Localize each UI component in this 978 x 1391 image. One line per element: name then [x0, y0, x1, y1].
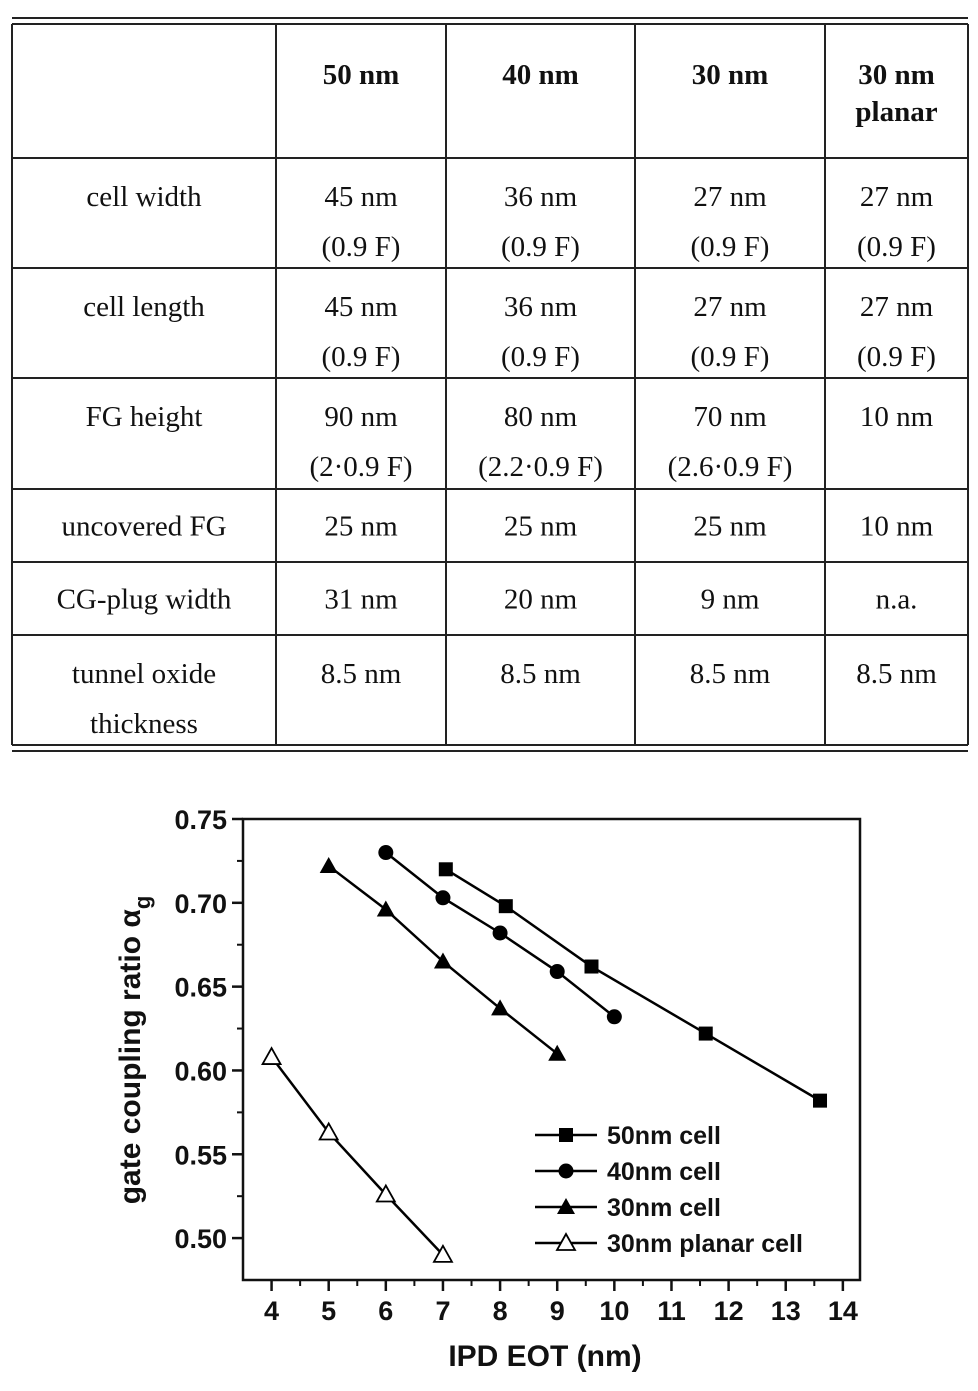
table-cell: cell width [86, 181, 202, 213]
marker [491, 999, 510, 1016]
table-cell: (2.6·0.9 F) [668, 451, 793, 483]
table-cell: 36 nm [504, 181, 578, 213]
table-cell: (2.2·0.9 F) [478, 451, 603, 483]
marker [438, 862, 453, 877]
x-tick-label: 10 [599, 1296, 629, 1326]
marker [375, 1183, 397, 1203]
x-axis-label: IPD EOT (nm) [448, 1340, 641, 1373]
table-cell: (0.9 F) [322, 231, 401, 263]
x-tick-label: 7 [435, 1296, 450, 1326]
marker [698, 1026, 713, 1041]
header-cell: 40 nm [502, 59, 579, 91]
y-tick-label: 0.75 [174, 805, 227, 835]
marker [559, 1128, 573, 1142]
y-tick-label: 0.60 [174, 1056, 227, 1086]
table-cell: 25 nm [324, 511, 398, 543]
header-cell: 50 nm [323, 59, 400, 91]
table-cell: 45 nm [324, 181, 398, 213]
legend-label: 50nm cell [607, 1122, 721, 1150]
table-cell: (0.9 F) [857, 341, 936, 373]
series-line [270, 1056, 444, 1256]
x-tick-label: 5 [321, 1296, 336, 1326]
table-cell: (0.9 F) [501, 231, 580, 263]
x-tick-label: 9 [550, 1296, 565, 1326]
marker [813, 1093, 828, 1108]
legend-label: 30nm planar cell [607, 1230, 803, 1258]
marker [548, 1044, 567, 1061]
table-cell: tunnel oxide [72, 658, 216, 690]
y-axis-label: gate coupling ratio αg [114, 896, 155, 1205]
marker [435, 890, 451, 906]
table-cell: 90 nm [324, 401, 398, 433]
table-cell: 31 nm [324, 584, 398, 616]
table-cell: 36 nm [504, 291, 578, 323]
table-cell: cell length [83, 291, 205, 323]
table-cell: FG height [86, 401, 203, 433]
x-tick-label: 13 [771, 1296, 801, 1326]
table-cell: 10 nm [860, 511, 934, 543]
y-tick-label: 0.55 [174, 1140, 227, 1170]
marker [319, 856, 338, 873]
table-cell: 10 nm [860, 401, 934, 433]
header-cell: planar [855, 96, 937, 128]
y-tick-label: 0.70 [174, 889, 227, 919]
table-cell: 20 nm [504, 584, 578, 616]
legend-label: 30nm cell [607, 1194, 721, 1222]
marker [261, 1046, 283, 1065]
table-cell: 25 nm [693, 511, 767, 543]
header-cell: 30 nm [692, 59, 769, 91]
x-tick-label: 11 [657, 1296, 686, 1326]
table-cell: uncovered FG [61, 511, 226, 543]
table-cell: 8.5 nm [856, 658, 937, 690]
x-tick-label: 4 [264, 1296, 279, 1326]
marker [606, 1009, 622, 1025]
x-tick-label: 6 [378, 1296, 393, 1326]
table-cell: 8.5 nm [500, 658, 581, 690]
marker [549, 964, 565, 980]
marker [584, 959, 599, 974]
table-cell: 8.5 nm [321, 658, 402, 690]
table-cell: 27 nm [693, 291, 767, 323]
y-tick-label: 0.50 [174, 1224, 227, 1254]
table-cell: CG-plug width [57, 584, 232, 616]
y-label-main: gate coupling ratio α [114, 909, 147, 1205]
marker [378, 845, 394, 861]
header-cell: 30 nm [858, 59, 935, 91]
y-label-sub: g [130, 896, 155, 909]
table-cell: 27 nm [860, 181, 934, 213]
marker [376, 900, 395, 917]
table-cell: (0.9 F) [691, 231, 770, 263]
table-cell: 80 nm [504, 401, 578, 433]
table-cell: (2·0.9 F) [309, 451, 412, 483]
table-cell: 27 nm [693, 181, 767, 213]
x-tick-label: 12 [714, 1296, 744, 1326]
table-cell: thickness [90, 708, 198, 740]
marker [498, 899, 513, 914]
marker [433, 952, 452, 969]
plot-frame [241, 817, 862, 1282]
x-tick-label: 14 [828, 1296, 858, 1326]
marker [558, 1163, 574, 1179]
x-tick-label: 8 [493, 1296, 508, 1326]
table-cell: (0.9 F) [322, 341, 401, 373]
table-cell: 45 nm [324, 291, 398, 323]
marker [555, 1232, 577, 1251]
table-cell: 9 nm [701, 584, 760, 616]
table-cell: 27 nm [860, 291, 934, 323]
table-cell: (0.9 F) [691, 341, 770, 373]
table-cell: 70 nm [693, 401, 767, 433]
table-cell: 8.5 nm [690, 658, 771, 690]
table-cell: 25 nm [504, 511, 578, 543]
table-cell: n.a. [876, 584, 918, 616]
marker [318, 1121, 340, 1141]
table-cell: (0.9 F) [501, 341, 580, 373]
legend-label: 40nm cell [607, 1158, 721, 1186]
table-cell: (0.9 F) [857, 231, 936, 263]
marker [557, 1198, 575, 1214]
marker [432, 1244, 454, 1263]
y-tick-label: 0.65 [174, 973, 227, 1003]
marker [492, 925, 508, 941]
